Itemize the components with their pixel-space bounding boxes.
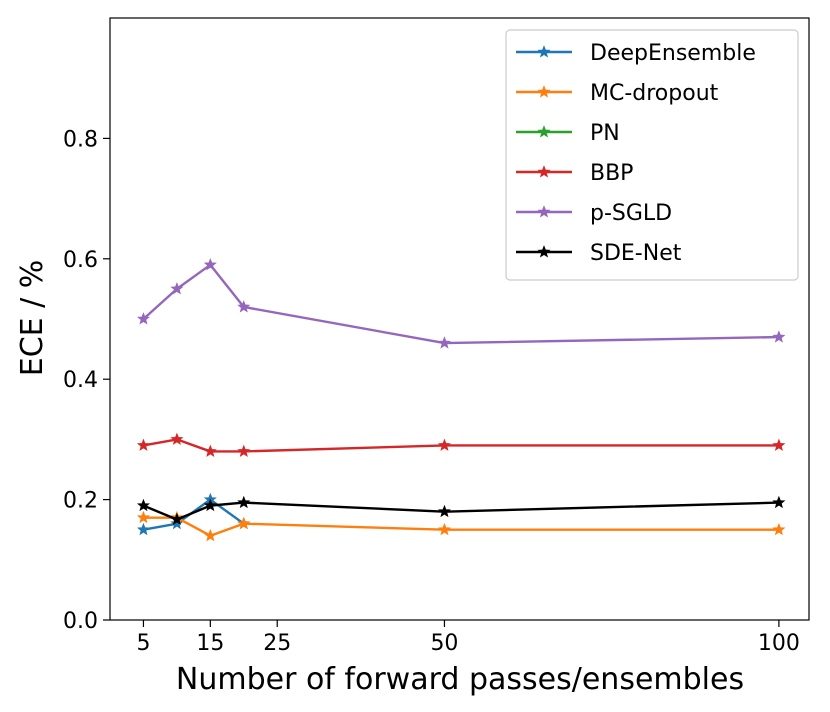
legend-label: SDE-Net: [590, 241, 682, 266]
series-line: [142, 263, 779, 345]
legend-marker-star: [537, 85, 551, 98]
data-point-star: [170, 432, 184, 445]
legend-label: DeepEnsemble: [590, 41, 756, 66]
data-point-star: [203, 528, 217, 542]
data-point-star: [170, 282, 184, 295]
axes-layer: 5 15 25 50 100 0.0 0.2 0.4 0.6 0.8: [63, 17, 810, 656]
series-sde-net: [136, 495, 786, 525]
data-point-star: [203, 498, 217, 512]
data-point-star: [772, 438, 786, 451]
x-tick-label: 100: [758, 631, 800, 656]
series-line: [142, 501, 779, 521]
legend-label: BBP: [590, 161, 633, 186]
data-point-star: [772, 330, 786, 343]
y-axis-title: ECE / %: [15, 260, 50, 377]
data-point-star: [437, 336, 451, 349]
legend-marker-star: [537, 125, 551, 138]
data-point-star: [237, 300, 251, 313]
legend-label: p-SGLD: [590, 201, 672, 226]
series-layer: [136, 257, 786, 542]
data-point-star: [772, 495, 786, 509]
data-point-star: [136, 498, 150, 512]
y-tick-label: 0.4: [63, 368, 98, 393]
legend-entry: p-SGLD: [516, 201, 672, 226]
data-point-star: [136, 438, 150, 451]
legend-entry: SDE-Net: [516, 241, 682, 266]
data-point-star: [437, 522, 451, 536]
y-tick-label: 0.2: [63, 489, 98, 514]
data-point-star: [772, 522, 786, 536]
y-tick-label: 0.0: [63, 609, 98, 634]
x-tick-label: 5: [136, 631, 150, 656]
data-point-star: [237, 516, 251, 530]
legend-marker-star: [537, 205, 551, 218]
legend-marker-star: [537, 165, 551, 178]
legend-box: [505, 29, 799, 281]
data-point-star: [136, 522, 150, 536]
series-bbp: [136, 432, 786, 457]
legend-entry: PN: [516, 121, 620, 146]
y-tick-label: 0.8: [63, 127, 98, 152]
data-point-star: [136, 510, 150, 524]
data-point-star: [170, 516, 184, 530]
series-line: [143, 438, 779, 453]
legend-entry: DeepEnsemble: [516, 41, 756, 66]
data-point-star: [237, 495, 251, 509]
data-point-star: [170, 512, 184, 525]
x-tick-label: 15: [196, 631, 224, 656]
x-axis-title: Number of forward passes/ensembles: [176, 662, 744, 697]
data-point-star: [437, 438, 451, 451]
axes-frame: [109, 17, 810, 621]
legend-entry: BBP: [516, 161, 633, 186]
data-point-star: [437, 504, 451, 518]
legend-entry: MC-dropout: [516, 81, 719, 106]
data-point-star: [237, 444, 251, 457]
data-point-star: [203, 257, 217, 271]
series-p-sgld: [136, 257, 786, 349]
x-tick-label: 50: [430, 631, 458, 656]
legend-marker-star: [537, 245, 551, 258]
legend-label: MC-dropout: [590, 81, 719, 106]
data-point-star: [203, 444, 217, 457]
legend: DeepEnsemble MC-dropout PN BBP p-SGLD SDE-Net: [505, 29, 799, 281]
x-tick-label: 25: [263, 631, 291, 656]
y-tick-label: 0.6: [63, 248, 98, 273]
legend-marker-star: [537, 45, 551, 58]
data-point-star: [136, 312, 150, 325]
legend-label: PN: [590, 121, 620, 146]
